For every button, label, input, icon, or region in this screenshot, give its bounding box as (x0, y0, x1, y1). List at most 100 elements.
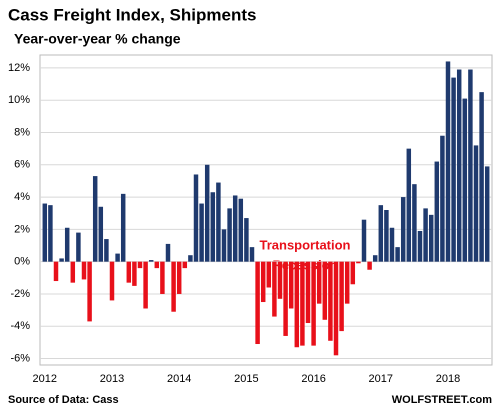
bar (350, 261, 356, 285)
bar (468, 69, 473, 262)
bar (120, 193, 126, 262)
bar (484, 166, 490, 262)
bar (104, 239, 109, 262)
bar (109, 261, 115, 301)
bar (238, 198, 244, 262)
annotation: Recession (272, 257, 337, 272)
bar (300, 261, 305, 346)
bar (260, 261, 266, 303)
bar (154, 261, 160, 269)
bar (288, 261, 294, 309)
bar (232, 195, 238, 262)
bar (255, 261, 260, 345)
plot-frame (39, 54, 493, 366)
bar (344, 261, 350, 304)
bar (305, 261, 311, 324)
bar (221, 229, 227, 262)
bar (76, 232, 81, 262)
bar (316, 261, 322, 304)
bar (193, 174, 199, 262)
y-tick-label: -6% (10, 352, 30, 364)
bar (322, 261, 328, 320)
bar (137, 261, 143, 269)
bar (98, 206, 104, 262)
bar (272, 261, 277, 317)
bar (70, 261, 76, 283)
bar (244, 218, 249, 262)
bar (277, 261, 283, 299)
x-tick-label: 2012 (33, 373, 57, 385)
x-tick-label: 2014 (167, 373, 191, 385)
bar (210, 192, 216, 262)
bar (283, 261, 288, 336)
bar (440, 135, 445, 262)
bar (356, 261, 361, 264)
bar (165, 243, 171, 262)
bar (428, 214, 434, 262)
bar (148, 260, 154, 262)
chart-title: Cass Freight Index, Shipments (8, 5, 256, 24)
bar (171, 261, 176, 312)
bar (87, 261, 92, 322)
bar (406, 148, 412, 262)
bar (53, 261, 59, 282)
bar (339, 261, 344, 332)
bar (249, 247, 255, 262)
x-tick-label: 2015 (234, 373, 258, 385)
bar (115, 253, 120, 262)
bar (473, 145, 479, 262)
bar (389, 227, 395, 262)
y-tick-label: 4% (14, 191, 30, 203)
bar (333, 261, 339, 356)
bar (462, 98, 468, 262)
bar (188, 255, 193, 262)
y-tick-label: -4% (10, 320, 30, 332)
bar (81, 261, 87, 280)
x-tick-label: 2018 (436, 373, 460, 385)
bar (266, 261, 272, 288)
bar (395, 247, 400, 262)
bar (48, 205, 53, 262)
bar (160, 261, 165, 294)
x-tick-label: 2016 (301, 373, 325, 385)
bar (372, 255, 378, 262)
bar (423, 208, 428, 262)
x-tick-label: 2017 (369, 373, 393, 385)
bar (417, 230, 423, 262)
bar (367, 261, 372, 270)
bar (400, 197, 406, 262)
bar (42, 203, 48, 262)
bar (294, 261, 300, 348)
bar (378, 205, 384, 262)
source: Source of Data: Cass (8, 394, 119, 406)
bar (182, 261, 188, 269)
bar (434, 161, 440, 262)
bar (445, 61, 451, 262)
bar (64, 227, 70, 262)
bar (126, 261, 132, 283)
credit: WOLFSTREET.com (392, 394, 492, 406)
bar (176, 261, 182, 294)
bar (361, 219, 367, 262)
bar (384, 210, 389, 262)
bar (451, 77, 456, 262)
bar (92, 176, 98, 262)
bar (227, 208, 232, 262)
bar (132, 261, 137, 286)
bar (199, 203, 204, 262)
bar (143, 261, 148, 309)
y-tick-label: 8% (14, 126, 30, 138)
y-tick-label: 12% (8, 62, 30, 74)
chart-subtitle: Year-over-year % change (14, 31, 181, 47)
annotation: Transportation (259, 237, 350, 252)
y-tick-label: 2% (14, 223, 30, 235)
bar (311, 261, 316, 346)
y-tick-label: -2% (10, 288, 30, 300)
bar (328, 261, 333, 341)
bar (216, 182, 221, 262)
y-tick-label: 6% (14, 159, 30, 171)
bar (59, 258, 64, 262)
bar (412, 184, 417, 262)
y-tick-label: 0% (14, 256, 30, 268)
